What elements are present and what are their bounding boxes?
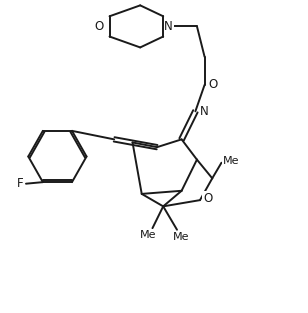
Text: F: F [17,177,23,190]
Text: N: N [200,105,208,118]
Text: O: O [209,78,218,91]
Text: Me: Me [222,156,239,166]
Text: Me: Me [173,232,190,242]
Text: O: O [203,192,212,205]
Text: Me: Me [140,230,156,240]
Text: O: O [94,20,103,33]
Text: N: N [164,20,173,33]
